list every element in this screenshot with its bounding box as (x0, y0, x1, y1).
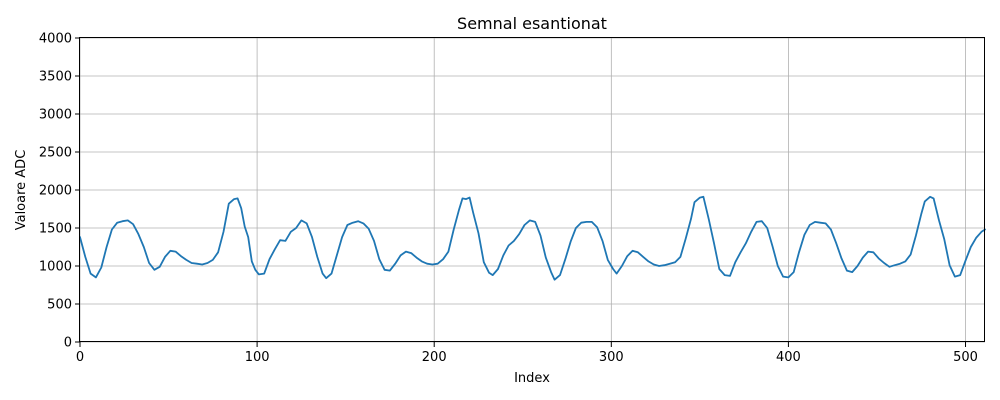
y-tick-label: 2500 (39, 146, 72, 161)
x-tick-label: 100 (245, 350, 270, 365)
series-line (79, 195, 986, 281)
chart-title: Semnal esantionat (457, 14, 607, 33)
y-axis: 0 500 1000 1500 2000 2500 3000 3500 4000 (39, 32, 80, 351)
y-tick-label: 3000 (39, 108, 72, 123)
y-tick-label: 2000 (39, 184, 72, 199)
y-tick-label: 1000 (39, 260, 72, 275)
x-tick-label: 200 (422, 350, 447, 365)
x-axis: 0 100 200 300 400 500 (76, 342, 978, 365)
plot-frame (79, 37, 985, 342)
y-tick-label: 3500 (39, 70, 72, 85)
y-axis-label: Valoare ADC (14, 150, 29, 231)
x-tick-label: 500 (953, 350, 978, 365)
y-tick-label: 1500 (39, 222, 72, 237)
x-tick-label: 0 (76, 350, 84, 365)
x-tick-label: 300 (599, 350, 624, 365)
x-axis-label: Index (514, 371, 550, 386)
grid-lines (79, 37, 985, 343)
y-tick-label: 0 (64, 336, 72, 351)
y-tick-label: 500 (47, 298, 72, 313)
series-layer (79, 195, 986, 281)
y-tick-label: 4000 (39, 32, 72, 47)
x-tick-label: 400 (776, 350, 801, 365)
